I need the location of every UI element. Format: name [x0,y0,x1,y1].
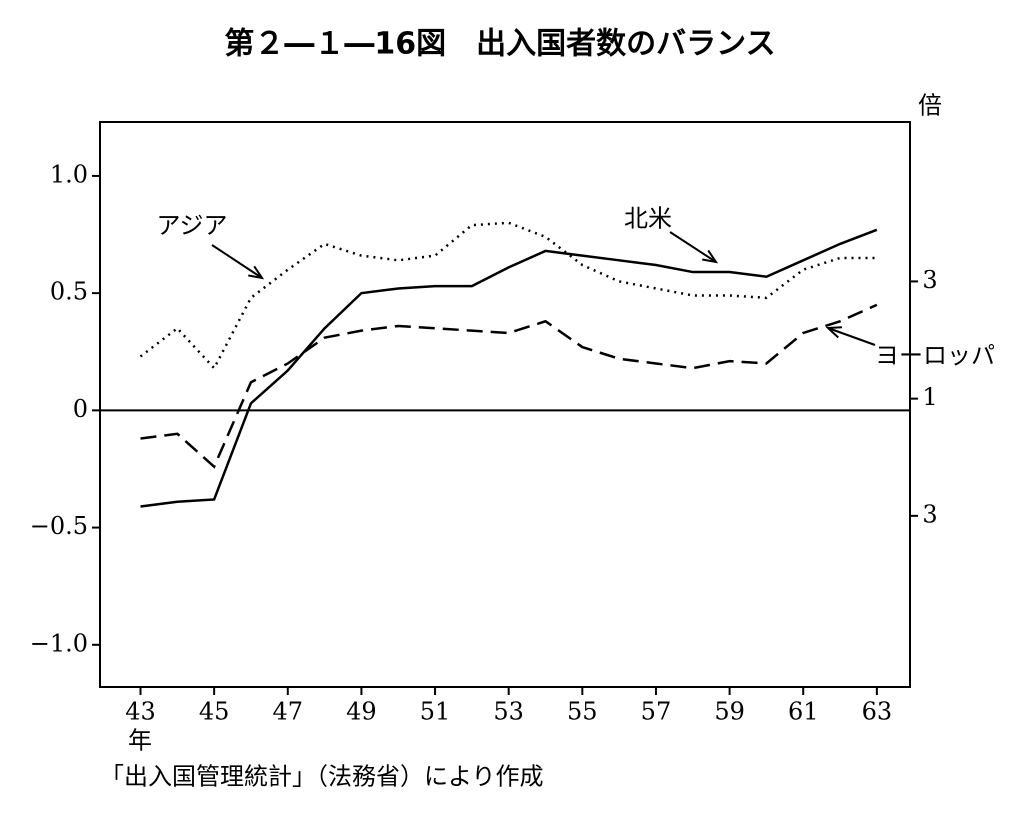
x-tick-label: 61 [788,698,819,726]
label-arrow [211,244,263,279]
label-arrow [827,327,876,346]
y-tick-label: 1.0 [50,160,88,188]
y2-tick-label: 3 [922,500,937,528]
arrow-head [248,265,265,280]
label-arrow [669,231,717,263]
x-tick-label: 49 [346,698,377,726]
x-tick-label: 51 [420,698,451,726]
source-note: 「出入国管理統計」（法務省）により作成 [100,763,544,791]
arrow-head [702,249,719,264]
x-axis-label: 年 [128,727,152,755]
x-tick-label: 59 [714,698,745,726]
x-tick-label: 55 [567,698,598,726]
y2-tick-label: 3 [922,266,937,294]
x-tick-label: 43 [125,698,156,726]
y2-tick-label: 1 [922,383,937,411]
plot-frame [99,121,911,688]
series-line [140,303,878,469]
series-line [140,228,878,508]
y2-axis-label: 倍 [918,92,942,120]
series-line [139,221,877,371]
x-tick-label: 63 [862,698,893,726]
y-tick-label: −1.0 [30,629,88,657]
series-label: ヨーロッパ [875,342,995,370]
arrow-head [825,326,843,339]
y-tick-label: 0 [73,395,88,423]
x-tick-label: 57 [641,698,672,726]
x-tick-label: 53 [493,698,524,726]
y-tick-label: 0.5 [50,278,88,306]
x-tick-label: 45 [199,698,230,726]
series-label: アジア [156,212,227,240]
chart-title: 第２―１―16図 出入国者数のバランス [224,27,775,62]
series-label: 北米 [624,205,672,233]
y-tick-label: −0.5 [30,512,88,540]
x-tick-label: 47 [272,698,303,726]
